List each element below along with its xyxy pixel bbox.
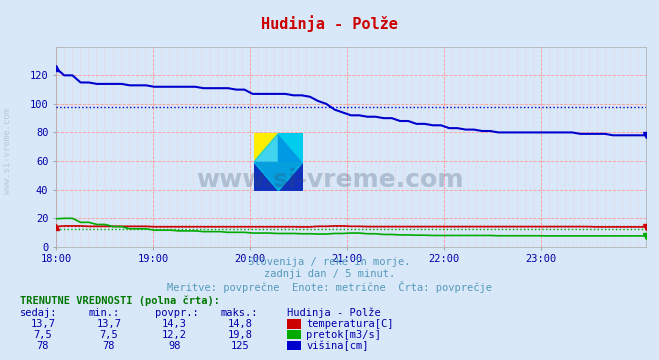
Text: maks.:: maks.: (221, 308, 258, 318)
Text: 78: 78 (37, 341, 49, 351)
Text: 19,8: 19,8 (228, 330, 253, 340)
Text: Hudinja - Polže: Hudinja - Polže (287, 308, 380, 319)
Polygon shape (254, 133, 279, 162)
Text: Hudinja - Polže: Hudinja - Polže (261, 15, 398, 32)
Text: www.si-vreme.com: www.si-vreme.com (3, 108, 13, 194)
Text: 13,7: 13,7 (96, 319, 121, 329)
Text: 13,7: 13,7 (30, 319, 55, 329)
Polygon shape (279, 133, 303, 191)
Text: 14,3: 14,3 (162, 319, 187, 329)
Polygon shape (254, 133, 303, 191)
Text: 125: 125 (231, 341, 250, 351)
Text: Meritve: povprečne  Enote: metrične  Črta: povprečje: Meritve: povprečne Enote: metrične Črta:… (167, 280, 492, 293)
Polygon shape (279, 133, 303, 162)
Text: TRENUTNE VREDNOSTI (polna črta):: TRENUTNE VREDNOSTI (polna črta): (20, 295, 219, 306)
Text: 7,5: 7,5 (100, 330, 118, 340)
Polygon shape (254, 162, 279, 191)
Text: min.:: min.: (89, 308, 120, 318)
Text: sedaj:: sedaj: (20, 308, 57, 318)
Text: 12,2: 12,2 (162, 330, 187, 340)
Text: 7,5: 7,5 (34, 330, 52, 340)
Polygon shape (254, 133, 279, 162)
Text: temperatura[C]: temperatura[C] (306, 319, 394, 329)
Text: 98: 98 (169, 341, 181, 351)
Text: zadnji dan / 5 minut.: zadnji dan / 5 minut. (264, 269, 395, 279)
Polygon shape (279, 133, 303, 162)
Polygon shape (254, 162, 303, 191)
Text: 14,8: 14,8 (228, 319, 253, 329)
Text: povpr.:: povpr.: (155, 308, 198, 318)
Text: Slovenija / reke in morje.: Slovenija / reke in morje. (248, 257, 411, 267)
Text: 78: 78 (103, 341, 115, 351)
Text: www.si-vreme.com: www.si-vreme.com (196, 168, 463, 192)
Text: pretok[m3/s]: pretok[m3/s] (306, 330, 382, 340)
Text: višina[cm]: višina[cm] (306, 341, 369, 351)
